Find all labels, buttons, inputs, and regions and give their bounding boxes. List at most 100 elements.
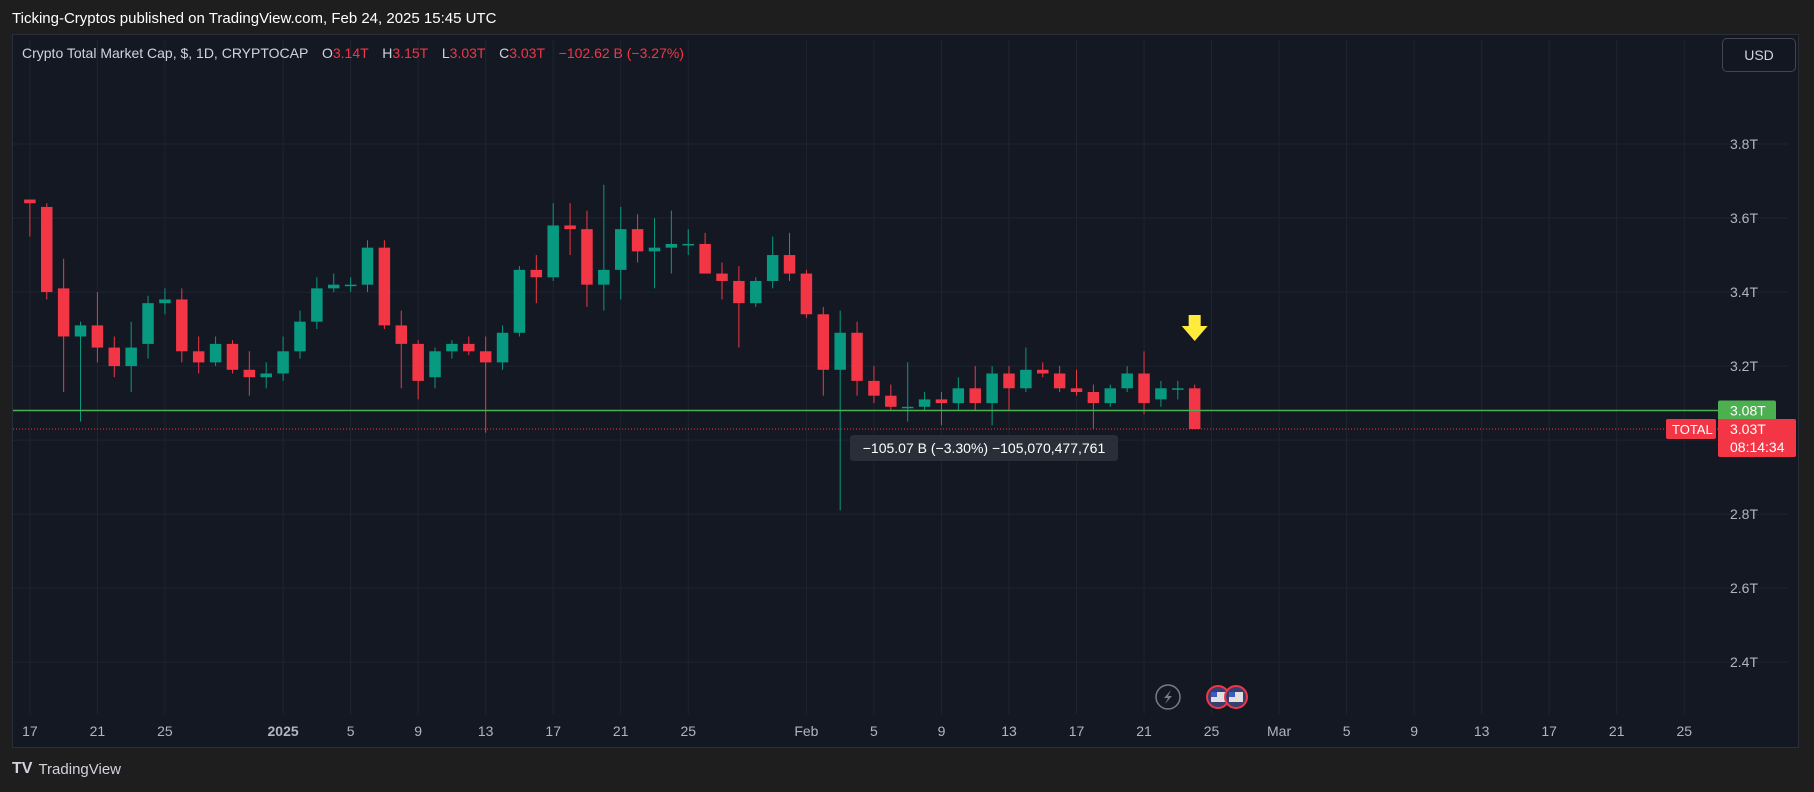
us-flag-canton bbox=[1211, 692, 1217, 697]
us-flag-canton bbox=[1229, 692, 1235, 697]
candle-body bbox=[513, 269, 526, 333]
candle-body bbox=[277, 351, 289, 374]
candle-body bbox=[969, 388, 981, 404]
candle-body bbox=[986, 373, 998, 404]
candle-body bbox=[1172, 388, 1184, 390]
chart-panel[interactable] bbox=[12, 34, 1799, 748]
chart-legend: Crypto Total Market Cap, $, 1D, CRYPTOCA… bbox=[22, 45, 684, 61]
x-tick-label: 2025 bbox=[268, 723, 299, 739]
open-value: 3.14T bbox=[332, 45, 369, 61]
x-tick-label: Feb bbox=[794, 723, 818, 739]
candle-body bbox=[750, 280, 762, 304]
candle-body bbox=[412, 343, 424, 381]
candle-body bbox=[885, 395, 897, 407]
candle-body bbox=[294, 321, 306, 352]
candle-body bbox=[209, 343, 222, 363]
down-arrow-icon bbox=[1181, 315, 1208, 341]
candle-body bbox=[446, 343, 458, 352]
x-tick-label: 5 bbox=[1343, 723, 1351, 739]
candle-body bbox=[226, 343, 239, 370]
candle-body bbox=[192, 351, 205, 363]
candle-body bbox=[496, 332, 509, 363]
us-flag-field bbox=[1229, 692, 1243, 702]
candle-body bbox=[851, 332, 863, 381]
x-tick-label: 21 bbox=[613, 723, 629, 739]
candle-body bbox=[91, 325, 104, 348]
candle-body bbox=[57, 288, 70, 337]
lightning-glyph bbox=[1164, 690, 1172, 704]
candle-body bbox=[159, 299, 171, 304]
candle-body bbox=[614, 229, 627, 270]
candle-body bbox=[1053, 373, 1066, 389]
support-price-label-bg bbox=[1718, 400, 1776, 421]
candle-body bbox=[41, 206, 53, 293]
candle-body bbox=[598, 269, 610, 285]
change-value: −102.62 B (−3.27%) bbox=[558, 45, 684, 61]
candle-body bbox=[783, 255, 796, 274]
currency-button[interactable]: USD bbox=[1722, 38, 1796, 72]
candle-body bbox=[1087, 392, 1100, 404]
candle-body bbox=[1138, 373, 1150, 404]
candle-body bbox=[311, 288, 323, 322]
symbol-tag: TOTAL bbox=[1672, 422, 1713, 437]
candle-body bbox=[631, 229, 644, 252]
low-label: L bbox=[441, 45, 450, 61]
candle-body bbox=[1037, 369, 1049, 374]
candle-body bbox=[952, 388, 965, 404]
candle-body bbox=[766, 255, 779, 281]
close-label: C bbox=[499, 45, 510, 61]
candle-body bbox=[817, 314, 830, 370]
x-tick-label: 17 bbox=[22, 723, 38, 739]
x-tick-label: 25 bbox=[1204, 723, 1220, 739]
x-tick-label: 9 bbox=[1410, 723, 1418, 739]
support-price-label: 3.08T bbox=[1730, 403, 1766, 419]
x-tick-label: 21 bbox=[1609, 723, 1625, 739]
tradingview-logo-icon[interactable]: TV bbox=[12, 760, 33, 777]
candle-body bbox=[1155, 388, 1167, 400]
close-value: 3.03T bbox=[509, 45, 545, 61]
x-tick-label: 21 bbox=[90, 723, 106, 739]
y-tick-label: 3.6T bbox=[1730, 210, 1758, 226]
x-tick-label: 17 bbox=[1069, 723, 1085, 739]
candle-body bbox=[361, 247, 374, 285]
candle-body bbox=[868, 380, 880, 396]
candle-body bbox=[1188, 388, 1201, 430]
measure-tooltip-bg bbox=[850, 435, 1118, 462]
y-tick-label: 3.2T bbox=[1730, 358, 1758, 374]
candle-body bbox=[800, 273, 813, 315]
x-tick-label: 13 bbox=[1001, 723, 1017, 739]
candle-body bbox=[142, 303, 154, 344]
candle-body bbox=[1003, 373, 1015, 389]
y-tick-label: 2.8T bbox=[1730, 506, 1758, 522]
lightning-icon bbox=[1155, 684, 1181, 710]
y-tick-label: 2.6T bbox=[1730, 580, 1758, 596]
candle-body bbox=[176, 299, 188, 352]
candle-body bbox=[1104, 388, 1117, 404]
x-tick-label: 25 bbox=[157, 723, 173, 739]
last-price-label-bg bbox=[1718, 419, 1796, 458]
candle-body bbox=[682, 243, 694, 246]
x-tick-label: Mar bbox=[1267, 723, 1291, 739]
candle-body bbox=[429, 351, 441, 378]
y-tick-label: 3.4T bbox=[1730, 284, 1758, 300]
candle-body bbox=[547, 225, 559, 278]
candle-body bbox=[564, 225, 576, 230]
candle-body bbox=[1070, 388, 1083, 392]
candle-body bbox=[463, 343, 475, 352]
candle-body bbox=[918, 399, 931, 407]
candle-body bbox=[479, 351, 492, 363]
candle-body bbox=[125, 347, 137, 367]
candle-body bbox=[581, 229, 593, 285]
candle-body bbox=[260, 373, 272, 378]
x-tick-label: 5 bbox=[870, 723, 878, 739]
us-flag-field bbox=[1211, 692, 1225, 702]
low-value: 3.03T bbox=[449, 45, 486, 61]
y-tick-label: 3.8T bbox=[1730, 136, 1758, 152]
candle-body bbox=[834, 332, 846, 370]
x-tick-label: 9 bbox=[414, 723, 422, 739]
x-tick-label: 25 bbox=[680, 723, 696, 739]
candle-body bbox=[648, 247, 661, 252]
brand-name[interactable]: TradingView bbox=[38, 760, 121, 778]
x-tick-label: 17 bbox=[1541, 723, 1557, 739]
